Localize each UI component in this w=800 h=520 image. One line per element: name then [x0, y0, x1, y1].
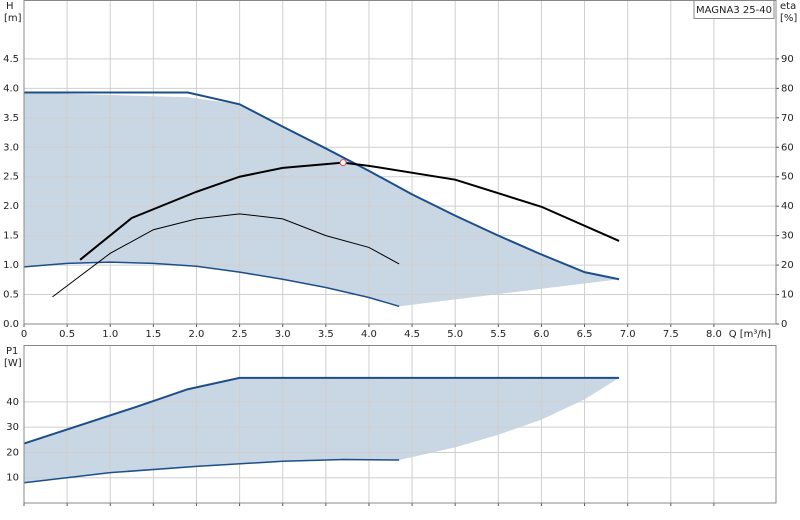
y-tick-label: 40 [6, 397, 19, 408]
y2-tick-label: 50 [781, 172, 794, 183]
y2-tick-label: 70 [781, 113, 794, 124]
operating-area [24, 92, 620, 307]
y2-tick-label: 40 [781, 201, 794, 212]
x-tick-label: 8.0 [706, 329, 722, 340]
x-tick-label: 2.5 [232, 329, 248, 340]
x-axis-label: Q [m³/h] [729, 329, 771, 340]
curve [23, 376, 620, 445]
plot-frame [23, 0, 777, 325]
x-tick-label: 6.0 [533, 329, 549, 340]
y-tick-label: 4.0 [3, 83, 19, 94]
y-tick-label: 0.5 [3, 290, 19, 301]
x-tick-label: 1.0 [102, 329, 118, 340]
y2-tick-label: 20 [781, 260, 794, 271]
curve [23, 261, 400, 308]
x-tick-label: 1.5 [145, 329, 161, 340]
y2-tick-label: 80 [781, 83, 794, 94]
x-tick-label: 0 [21, 329, 27, 340]
y-tick-label: 3.5 [3, 113, 19, 124]
y-tick-label: 1.0 [3, 260, 19, 271]
duty-point [339, 159, 347, 167]
x-tick-label: 4.5 [404, 329, 420, 340]
y-tick-label: 10 [6, 473, 19, 484]
x-tick-label: 2.0 [189, 329, 205, 340]
y2-axis-label: eta [780, 1, 796, 12]
curve [23, 458, 400, 484]
y-tick-label: 20 [6, 447, 19, 458]
x-tick-label: 3.5 [318, 329, 334, 340]
y-tick-label: 4.5 [3, 54, 19, 65]
curve [24, 91, 620, 281]
x-tick-label: 5.0 [447, 329, 463, 340]
y-tick-label: 0.0 [3, 319, 19, 330]
curve [79, 161, 620, 261]
x-tick-label: 7.5 [663, 329, 679, 340]
y2-tick-label: 30 [781, 231, 794, 242]
operating-area [24, 377, 620, 483]
x-tick-label: 4.0 [361, 329, 377, 340]
title-box [693, 0, 775, 19]
y-axis-label: H [6, 1, 14, 12]
y2-axis-unit: [%] [780, 13, 797, 24]
y-tick-label: 2.0 [3, 201, 19, 212]
y-tick-label: 30 [6, 422, 19, 433]
y2-tick-label: 10 [781, 290, 794, 301]
curve [52, 213, 400, 298]
chart-title: MAGNA3 25-40 [696, 5, 772, 16]
y-axis-label: P1 [6, 346, 18, 357]
x-tick-label: 6.5 [577, 329, 593, 340]
y-tick-label: 3.0 [3, 142, 19, 153]
y-tick-label: 1.5 [3, 231, 19, 242]
x-tick-label: 5.5 [490, 329, 506, 340]
y-tick-label: 2.5 [3, 172, 19, 183]
y2-tick-label: 90 [781, 54, 794, 65]
y-axis-unit: [m] [4, 13, 22, 24]
y2-tick-label: 60 [781, 142, 794, 153]
y2-tick-label: 0 [781, 319, 787, 330]
x-tick-label: 0.5 [59, 329, 75, 340]
plot-frame [23, 345, 777, 504]
y-axis-unit: [W] [4, 358, 22, 369]
x-tick-label: 7.0 [620, 329, 636, 340]
x-tick-label: 3.0 [275, 329, 291, 340]
